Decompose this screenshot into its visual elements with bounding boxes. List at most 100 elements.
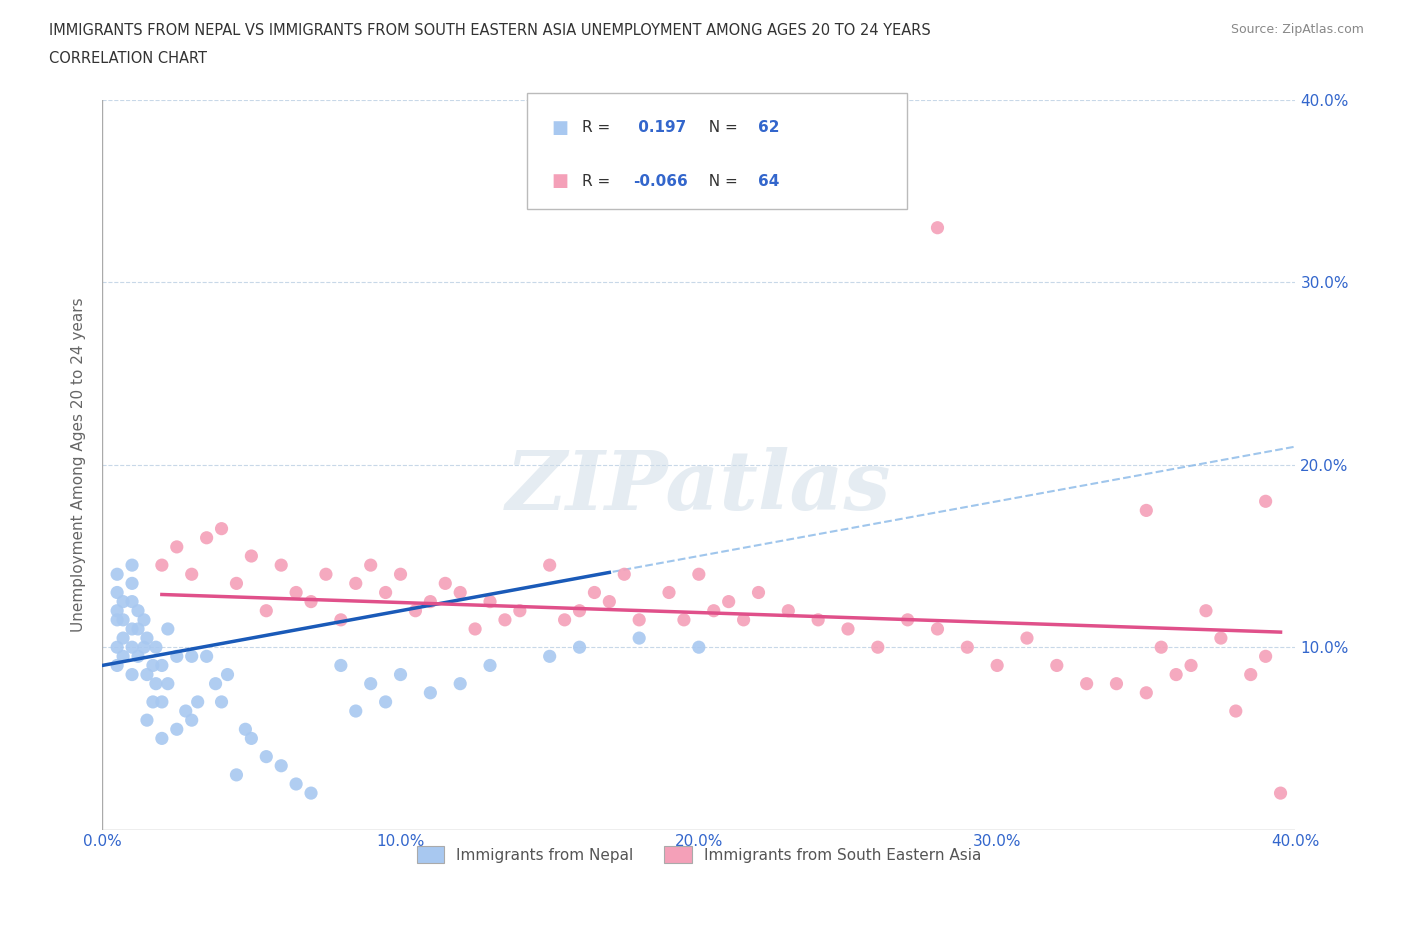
Point: [628, 631, 651, 645]
Point: [112, 649, 135, 664]
Point: [672, 613, 695, 628]
Point: [419, 685, 441, 700]
Point: [613, 566, 636, 581]
Point: [112, 594, 135, 609]
Point: [1240, 667, 1263, 682]
Point: [956, 640, 979, 655]
Point: [204, 676, 226, 691]
Point: [270, 758, 292, 773]
Point: [419, 594, 441, 609]
Point: [121, 594, 143, 609]
Point: [538, 649, 561, 664]
Point: [254, 604, 277, 618]
Point: [404, 604, 426, 618]
Point: [866, 640, 889, 655]
Point: [509, 604, 531, 618]
Point: [166, 722, 188, 737]
Point: [142, 658, 165, 673]
Point: [105, 585, 128, 600]
Point: [240, 549, 263, 564]
Point: [1105, 676, 1128, 691]
Text: -0.066: -0.066: [633, 174, 688, 189]
Text: R =: R =: [582, 120, 616, 135]
Point: [598, 594, 620, 609]
Point: [225, 767, 247, 782]
Point: [217, 667, 239, 682]
Point: [136, 667, 159, 682]
Point: [389, 566, 412, 581]
Point: [479, 658, 502, 673]
Point: [1270, 786, 1292, 801]
Point: [360, 558, 382, 573]
Point: [187, 695, 209, 710]
Text: ■: ■: [551, 119, 568, 137]
Point: [464, 621, 486, 636]
Point: [127, 604, 149, 618]
Point: [112, 613, 135, 628]
Point: [449, 676, 471, 691]
Point: [449, 585, 471, 600]
Legend: Immigrants from Nepal, Immigrants from South Eastern Asia: Immigrants from Nepal, Immigrants from S…: [411, 840, 987, 870]
Point: [121, 621, 143, 636]
Point: [778, 604, 800, 618]
Point: [105, 640, 128, 655]
Point: [150, 695, 173, 710]
Point: [121, 667, 143, 682]
Point: [344, 704, 367, 719]
Point: [583, 585, 606, 600]
Point: [156, 676, 179, 691]
Point: [166, 539, 188, 554]
Point: [195, 530, 218, 545]
Point: [150, 558, 173, 573]
Point: [112, 631, 135, 645]
Point: [628, 613, 651, 628]
Text: CORRELATION CHART: CORRELATION CHART: [49, 51, 207, 66]
Point: [105, 604, 128, 618]
Point: [121, 640, 143, 655]
Point: [747, 585, 769, 600]
Point: [211, 695, 233, 710]
Point: [145, 676, 167, 691]
Point: [329, 658, 352, 673]
Point: [270, 558, 292, 573]
Point: [344, 576, 367, 591]
Point: [127, 621, 149, 636]
Point: [360, 676, 382, 691]
Text: 62: 62: [758, 120, 779, 135]
Point: [1180, 658, 1202, 673]
Point: [105, 658, 128, 673]
Point: [299, 594, 322, 609]
Point: [195, 649, 218, 664]
Point: [121, 558, 143, 573]
Point: [703, 604, 725, 618]
Point: [156, 621, 179, 636]
Point: [688, 566, 710, 581]
Point: [1166, 667, 1188, 682]
Point: [132, 613, 155, 628]
Text: R =: R =: [582, 174, 616, 189]
Point: [127, 649, 149, 664]
Point: [299, 786, 322, 801]
Point: [1195, 604, 1218, 618]
Point: [105, 613, 128, 628]
Point: [254, 750, 277, 764]
Point: [1150, 640, 1173, 655]
Text: ZIPatlas: ZIPatlas: [506, 446, 891, 526]
Point: [927, 621, 949, 636]
Point: [658, 585, 681, 600]
Point: [1209, 631, 1232, 645]
Text: Source: ZipAtlas.com: Source: ZipAtlas.com: [1230, 23, 1364, 36]
Y-axis label: Unemployment Among Ages 20 to 24 years: Unemployment Among Ages 20 to 24 years: [72, 298, 86, 632]
Point: [389, 667, 412, 682]
Point: [1046, 658, 1069, 673]
Point: [1254, 494, 1277, 509]
Point: [180, 649, 202, 664]
Point: [494, 613, 516, 628]
Point: [285, 585, 308, 600]
Point: [225, 576, 247, 591]
Point: [315, 566, 337, 581]
Point: [479, 594, 502, 609]
Point: [180, 566, 202, 581]
Text: N =: N =: [699, 174, 742, 189]
Point: [1135, 685, 1157, 700]
